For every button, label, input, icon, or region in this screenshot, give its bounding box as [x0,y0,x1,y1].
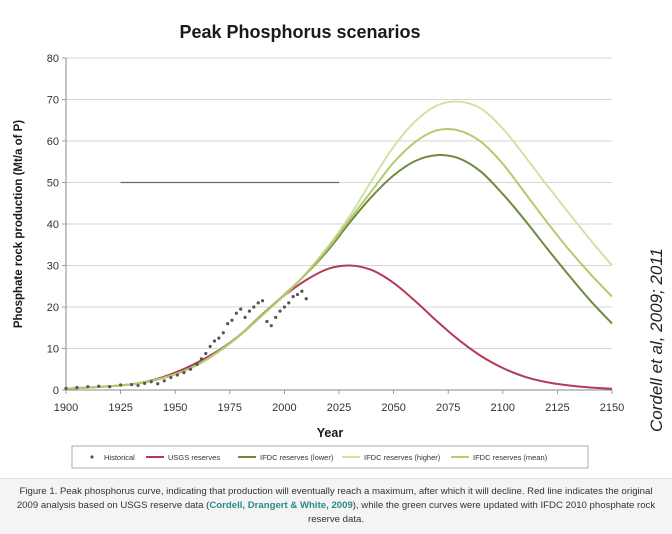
historical-point [243,315,247,319]
y-tick-label: 0 [53,385,59,397]
historical-point [199,357,204,361]
historical-point [295,292,300,297]
figure-area: Peak Phosphorus scenarios 0 10 20 30 40 50 60 7… [13,22,666,469]
historical-point [149,380,153,384]
historical-point [208,344,212,349]
legend: Historical USGS reserves IFDC reserves (lo… [71,445,589,469]
legend-label: IFDC reserves (higher) [364,453,441,462]
historical-point [188,367,193,371]
legend-label: IFDC reserves (lower) [260,453,334,462]
y-tick-label: 50 [47,178,59,190]
historical-point [234,311,238,315]
caption-area: Figure 1. Peak phosphorus curve, indicat… [0,478,672,534]
historical-point [287,301,291,305]
y-tick-label: 10 [47,344,59,356]
legend-label: USGS reserves [168,453,220,462]
historical-point [86,385,90,389]
x-tick-label: 2025 [327,402,351,414]
y-tick-labels: 0 10 20 30 40 50 60 70 80 [47,53,59,397]
historical-point [175,373,179,377]
y-tick-label: 20 [47,302,59,314]
historical-point [282,305,286,309]
x-tick-label: 2100 [491,402,515,414]
historical-point [217,336,221,340]
historical-point [97,384,101,388]
series-line-ifdc-reserves-mean [65,127,613,390]
legend-swatch-historical [90,455,94,459]
x-tick-label: 2050 [381,402,405,414]
x-tick-label: 2125 [545,402,569,414]
historical-point [300,289,304,293]
historical-point [75,385,79,390]
series-line-usgs-reserves [65,264,613,390]
x-tick-label: 2000 [272,402,296,414]
x-tick-label: 1975 [218,402,242,414]
x-tick-label: 1950 [163,402,187,414]
historical-point [247,309,252,313]
legend-box [71,445,589,469]
y-tick-label: 40 [47,219,59,231]
historical-point [278,309,282,313]
historical-point [195,362,199,366]
series-line-ifdc-reserves-lower [65,154,613,390]
series-lines [65,100,613,390]
historical-point [119,383,123,387]
historical-point [136,383,140,388]
historical-point [129,383,134,387]
x-axis-label: Year [317,426,344,440]
historical-point [256,301,260,305]
historical-point [64,386,68,390]
caption-text-before: Figure 1. Peak phosphorus curve, indicat… [16,486,653,511]
y-axis-label: Phosphate rock production (Mt/a of P) [13,120,25,328]
y-tick-label: 70 [47,95,59,107]
historical-point [260,299,265,303]
historical-point [226,322,230,326]
historical-point [162,379,166,383]
series-line-ifdc-reserves-higher [65,100,613,390]
x-tick-labels: 1900 1925 1950 1975 2000 2025 2050 2075 2100 2125… [54,402,624,414]
historical-point [169,375,173,380]
x-tick-label: 2075 [436,402,460,414]
historical-point [143,381,147,385]
y-tick-label: 80 [47,53,59,65]
gridlines [66,57,612,349]
historical-point [304,297,308,301]
citation-link[interactable]: Cordell, Drangert & White, 2009 [209,500,353,511]
chart: Peak Phosphorus scenarios 0 10 20 30 40 50 60 7… [13,22,624,469]
historical-point [274,315,278,319]
historical-point [204,351,208,356]
historical-points [64,289,308,390]
historical-point [156,382,160,386]
historical-point [265,319,269,324]
legend-label: IFDC reserves (mean) [473,453,548,462]
x-tick-label: 1925 [108,402,132,414]
historical-point [252,305,256,309]
chart-title: Peak Phosphorus scenarios [179,22,420,42]
historical-point [108,385,112,389]
historical-point [221,331,225,335]
side-credit: Cordell et al, 2009; 2011 [647,248,666,432]
historical-point [239,307,243,311]
x-tick-label: 2150 [600,402,624,414]
y-tick-label: 60 [47,136,59,148]
x-tick-label: 1900 [54,402,78,414]
caption-text-after: ), while the green curves were updated w… [308,500,656,525]
historical-point [212,339,217,343]
historical-point [269,324,273,328]
historical-point [291,295,295,299]
historical-point [230,318,234,322]
figure-caption: Figure 1. Peak phosphorus curve, indicat… [10,485,662,527]
axes [62,57,613,394]
y-tick-label: 30 [47,261,59,273]
historical-point [182,370,186,375]
legend-label: Historical [104,453,135,462]
